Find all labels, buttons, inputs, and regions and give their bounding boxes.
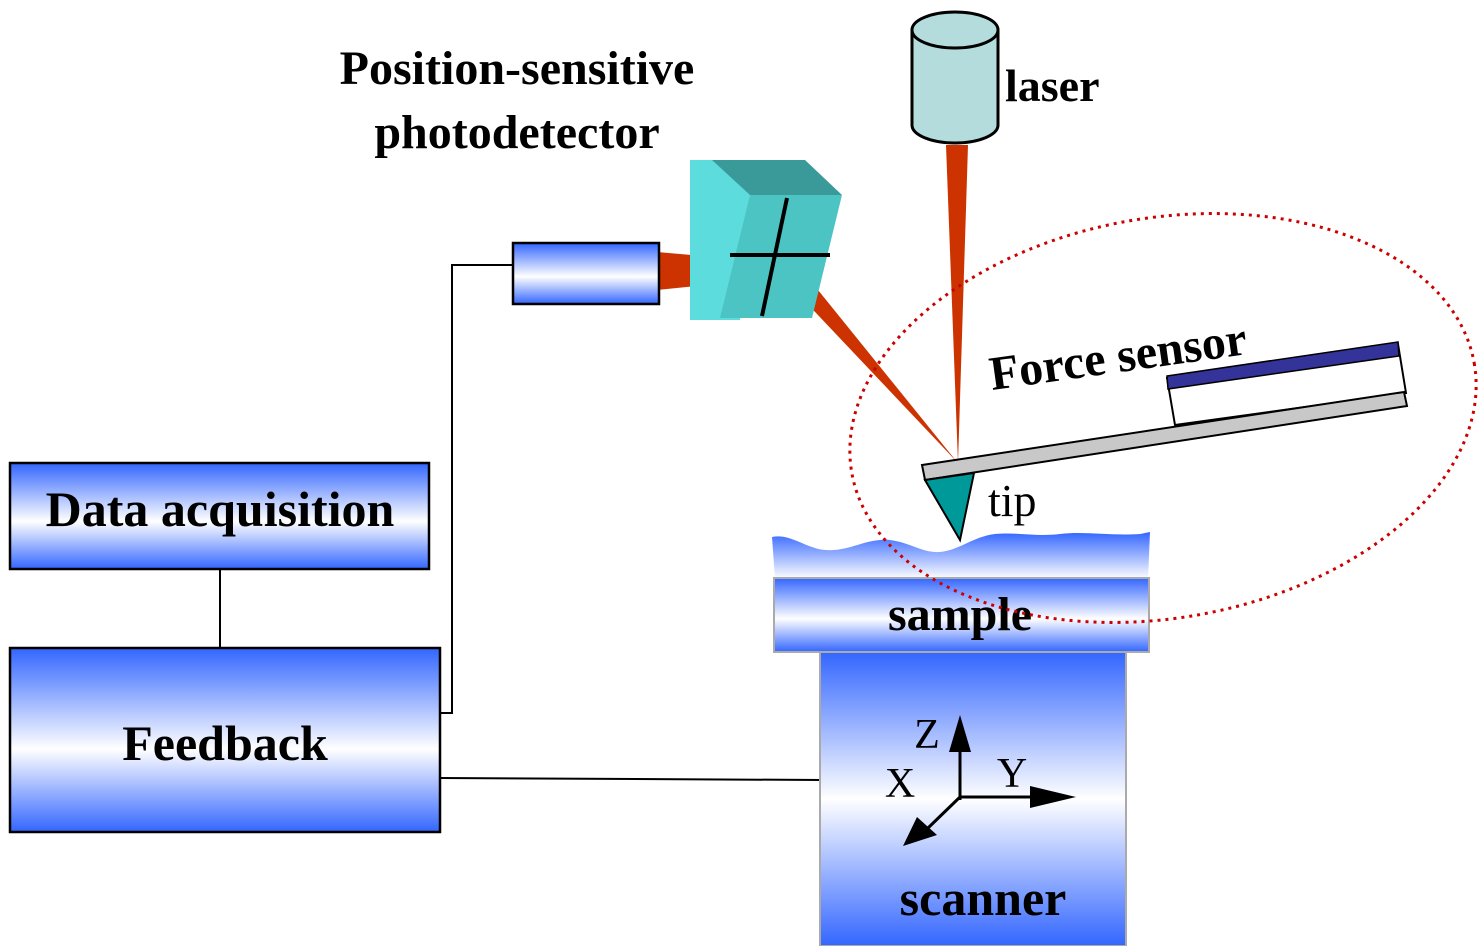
sample: sample [772, 532, 1150, 653]
wire-feedback-scanner [439, 777, 823, 781]
scanner: scanner [819, 651, 1127, 946]
cantilever-tip [923, 471, 976, 543]
photodetector-label-line2: photodetector [374, 106, 659, 159]
scanner-label: scanner [900, 870, 1067, 926]
x-arrow-head [903, 817, 937, 846]
laser-device: laser [910, 10, 1100, 145]
detector-box [511, 241, 661, 306]
data-acquisition-box: Data acquisition [8, 461, 431, 571]
wires [219, 264, 823, 781]
tip-label: tip [988, 475, 1037, 526]
laser-label: laser [1005, 60, 1100, 111]
z-arrow-head [949, 715, 971, 752]
reflected-beam [782, 264, 957, 462]
data-acquisition-label: Data acquisition [46, 481, 395, 537]
feedback-box: Feedback [8, 646, 442, 834]
sample-surface [772, 532, 1150, 579]
cube-top [712, 160, 842, 195]
axis-z-label: Z [914, 712, 940, 758]
cantilever-beam [920, 390, 1409, 482]
photodetector-cube [690, 160, 842, 320]
wire-feedback-detector [440, 264, 527, 714]
axis-y-label: Y [997, 751, 1027, 797]
sensor-top-strip [1166, 341, 1400, 390]
incident-beam [946, 145, 968, 463]
cantilever [920, 341, 1409, 543]
sample-label: sample [888, 588, 1032, 641]
feedback-label: Feedback [122, 715, 328, 771]
y-arrow-head [1030, 786, 1076, 808]
force-sensor-highlight [848, 212, 1478, 624]
axis-x-label: X [885, 761, 915, 807]
axes [903, 715, 1076, 846]
photodetector-label-line1: Position-sensitive [340, 42, 695, 95]
